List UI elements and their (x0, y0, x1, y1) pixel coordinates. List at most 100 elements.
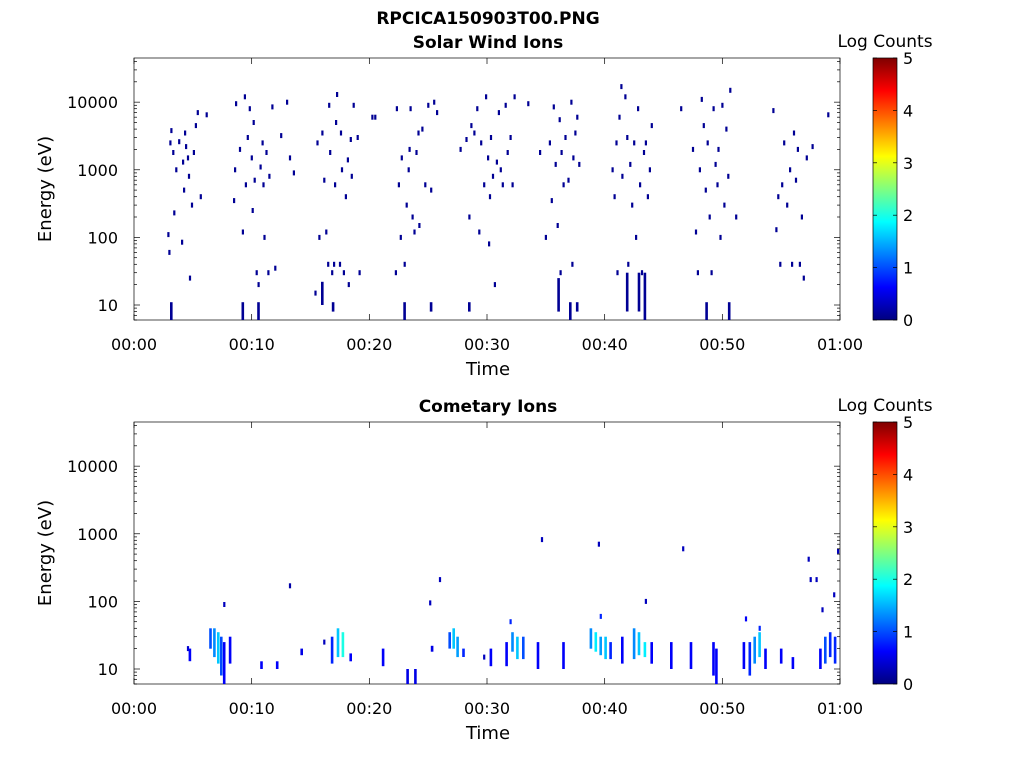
colorbar-tick-label: 3 (903, 154, 913, 173)
data-cell (399, 234, 402, 240)
data-cell (243, 94, 246, 100)
data-cell (244, 182, 247, 188)
data-cell (833, 592, 836, 598)
data-column (637, 632, 641, 656)
data-cell (430, 187, 433, 193)
data-cell (642, 150, 646, 155)
data-column (643, 642, 647, 658)
data-cell (559, 270, 562, 276)
colorbar-tick-label: 5 (903, 413, 913, 432)
data-cell (539, 150, 542, 155)
data-cell (721, 102, 724, 108)
data-cell (702, 123, 705, 129)
y-tick-label: 10 (98, 660, 118, 679)
data-cell (196, 110, 199, 116)
data-cell (710, 270, 713, 276)
data-column (331, 302, 335, 312)
data-cell (403, 261, 406, 267)
data-cell (433, 99, 436, 105)
data-cell (800, 214, 803, 220)
data-column (604, 636, 607, 660)
data-cell (339, 130, 343, 136)
data-cell (395, 106, 398, 112)
x-tick-label: 00:30 (464, 699, 510, 718)
data-cell (170, 128, 173, 134)
colorbar-tick-label: 3 (903, 518, 913, 537)
data-cell (424, 182, 427, 188)
data-cell (459, 146, 462, 152)
colorbar-gradient (872, 57, 898, 321)
data-cell (811, 144, 814, 150)
data-cell (323, 177, 326, 183)
data-cell (640, 270, 644, 276)
data-cell (540, 537, 544, 543)
data-column (213, 628, 216, 658)
data-column (321, 281, 324, 305)
data-cell (265, 150, 268, 155)
data-cell (261, 140, 264, 146)
data-cell (327, 261, 330, 267)
data-cell (798, 261, 801, 267)
data-cell (331, 270, 334, 276)
data-cell (527, 101, 530, 107)
data-column (505, 642, 508, 667)
y-tick-label: 1000 (77, 525, 118, 544)
data-cell (333, 261, 336, 267)
data-cell (704, 187, 707, 193)
data-cell (597, 541, 600, 547)
data-cell (635, 234, 638, 240)
data-cell (631, 202, 634, 208)
x-tick-label: 01:00 (817, 335, 863, 354)
data-column (779, 648, 783, 664)
data-column (341, 632, 345, 658)
data-cell (188, 275, 192, 281)
data-cell (706, 140, 709, 146)
data-cell (493, 282, 496, 288)
data-cell (187, 173, 191, 179)
data-cell (394, 270, 397, 276)
data-column (712, 642, 715, 676)
data-column (522, 636, 525, 660)
data-cell (483, 654, 486, 660)
y-tick-label: 10 (98, 296, 118, 315)
data-cell (698, 167, 701, 173)
data-column (468, 302, 471, 312)
data-cell (556, 223, 559, 228)
data-cell (263, 234, 266, 240)
colorbar-tick-label: 4 (903, 465, 913, 484)
data-cell (181, 239, 184, 245)
data-cell (235, 101, 238, 107)
data-cell (805, 155, 808, 161)
data-cell (548, 140, 551, 146)
data-cell (408, 146, 411, 152)
data-cell (509, 619, 512, 625)
data-column (489, 648, 493, 667)
data-cell (349, 137, 352, 142)
data-cell (274, 265, 277, 271)
data-column (557, 278, 560, 312)
data-cell (427, 102, 430, 108)
data-column (414, 669, 417, 684)
data-column (705, 302, 708, 320)
data-cell (562, 182, 565, 188)
data-cell (413, 229, 416, 235)
data-cell (288, 583, 292, 589)
data-cell (487, 155, 490, 161)
data-cell (712, 106, 715, 112)
data-cell (318, 234, 321, 240)
data-cell (288, 155, 292, 161)
colorbar-tick-label: 4 (903, 101, 913, 120)
data-cell (796, 146, 799, 152)
data-cell (618, 114, 621, 120)
data-cell (340, 167, 344, 173)
data-column (625, 272, 629, 312)
data-cell (167, 232, 170, 238)
y-axis-label: Energy (eV) (35, 500, 56, 606)
data-cell (178, 139, 181, 145)
data-column (637, 272, 641, 312)
data-cell (415, 150, 418, 155)
data-column (260, 661, 263, 669)
data-cell (346, 157, 349, 163)
data-cell (234, 167, 237, 173)
y-axis: 10 100 1000 10000 (67, 425, 840, 685)
